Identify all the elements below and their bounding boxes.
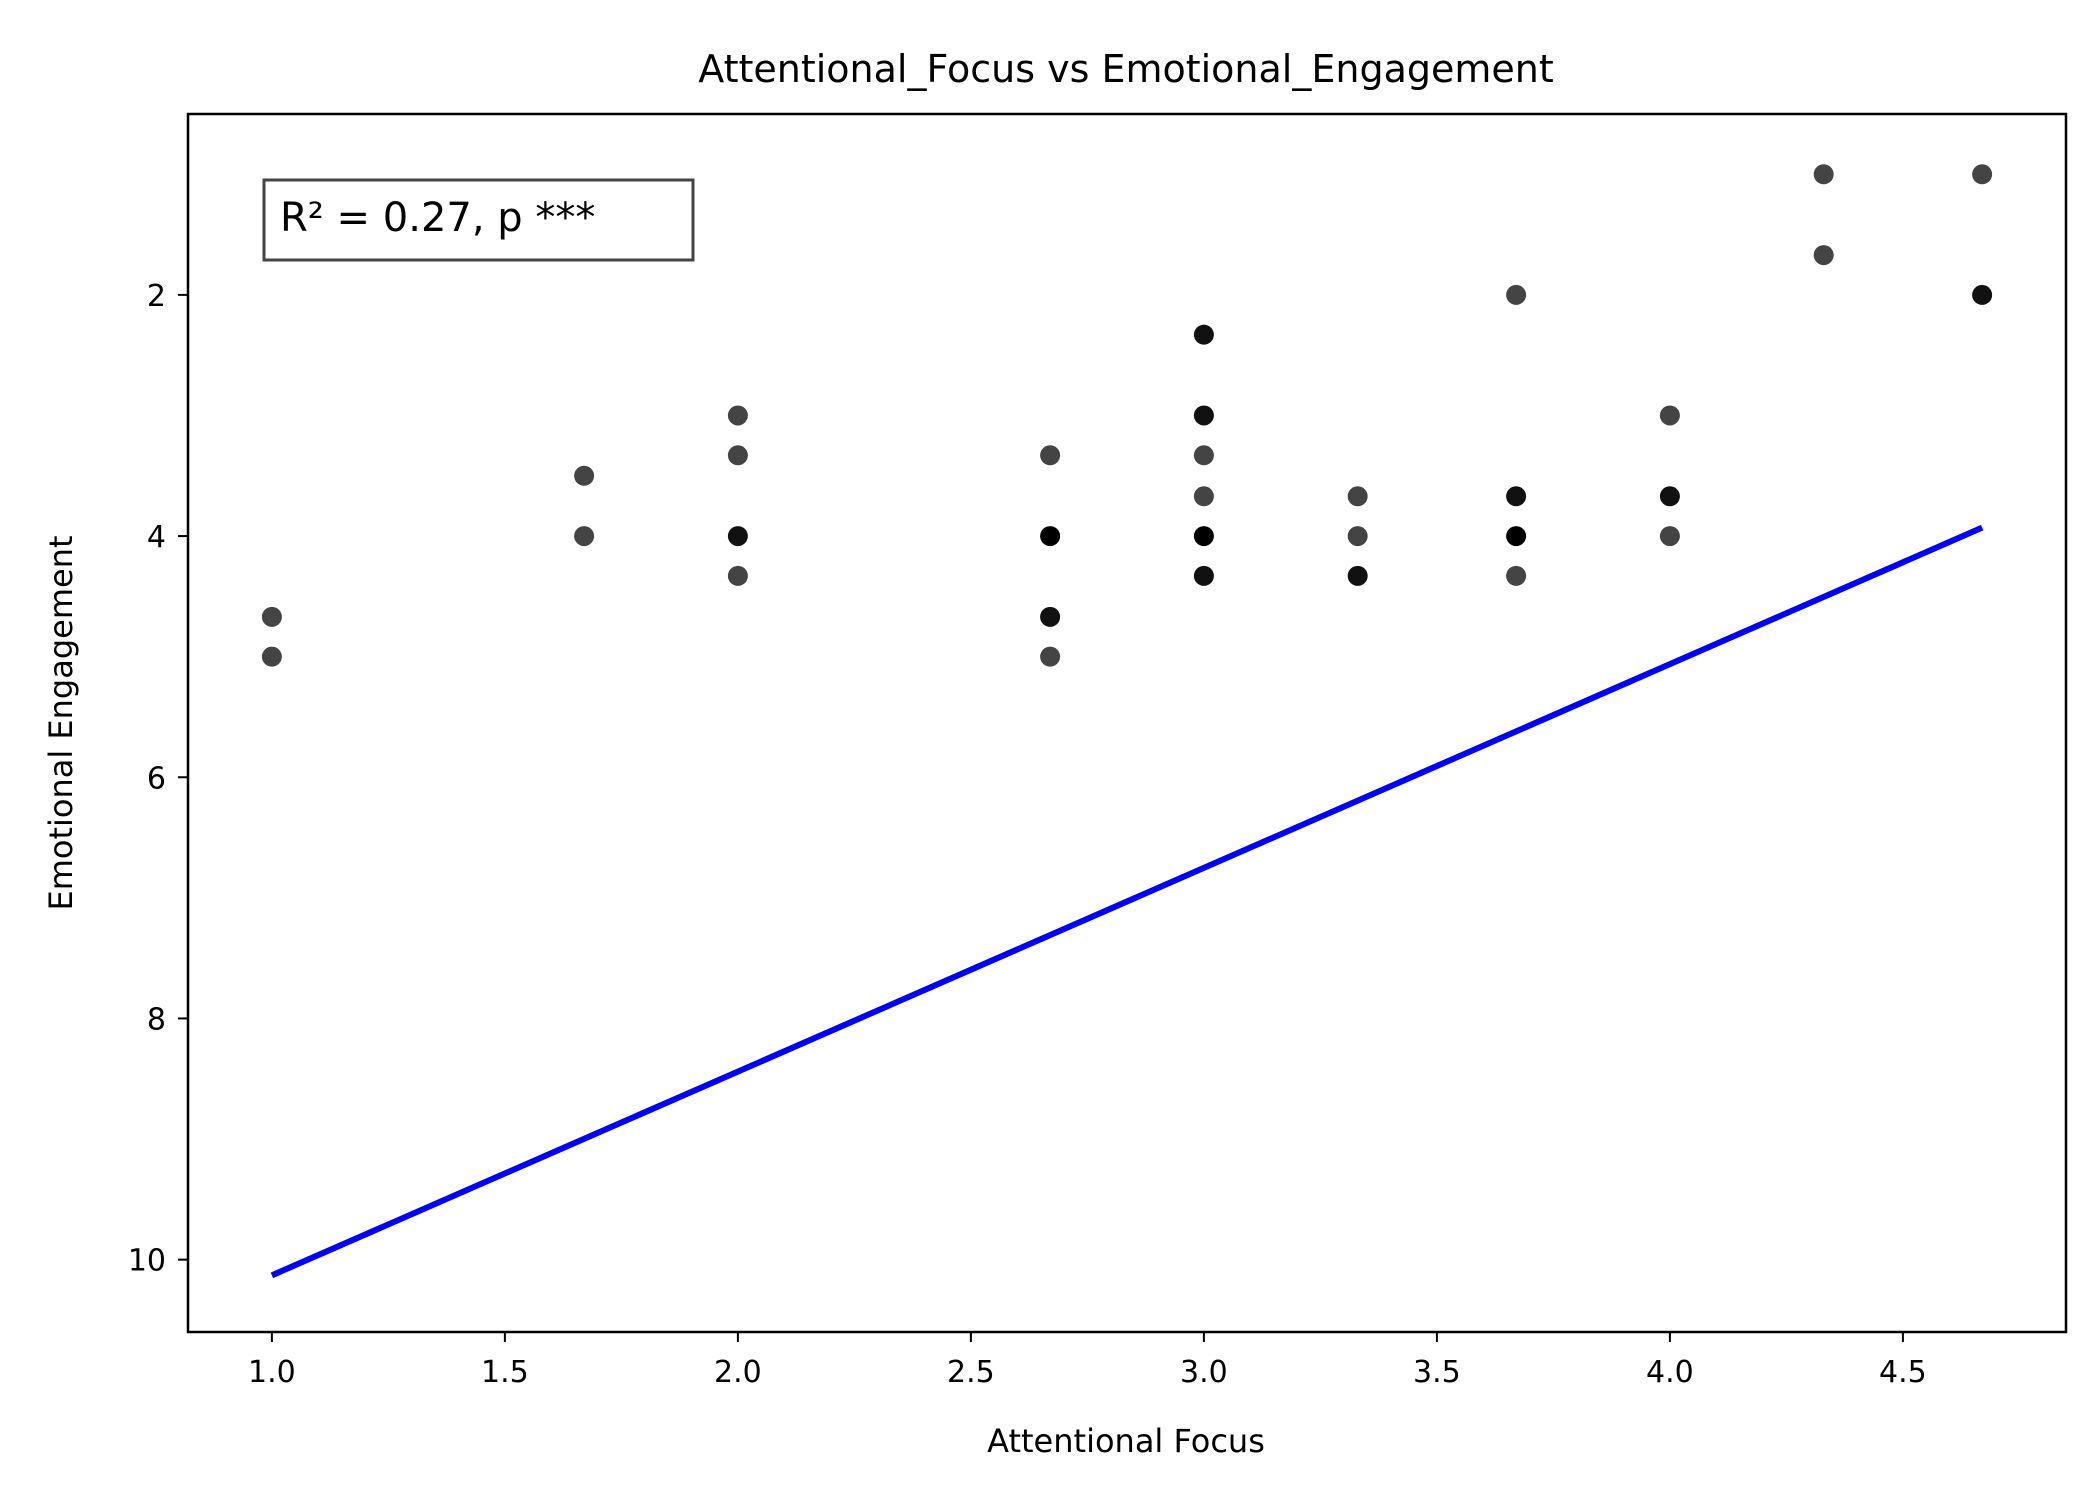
data-point-7: [727, 565, 748, 586]
data-point-26: [1659, 486, 1680, 507]
data-point-10: [1040, 606, 1061, 627]
data-point-5: [727, 445, 748, 466]
data-point-21: [1506, 284, 1527, 305]
x-tick-label-6: 4.0: [1646, 1355, 1694, 1390]
x-tick-label-3: 2.5: [947, 1355, 995, 1390]
data-point-25: [1659, 405, 1680, 426]
data-point-0: [261, 606, 282, 627]
data-point-22: [1506, 486, 1527, 507]
data-point-14: [1193, 445, 1214, 466]
x-tick-label-4: 3.0: [1180, 1355, 1228, 1390]
data-point-20: [1347, 565, 1368, 586]
data-point-12: [1193, 324, 1214, 345]
data-point-4: [727, 405, 748, 426]
y-tick-label-0: 2: [147, 279, 166, 314]
x-tick-label-0: 1.0: [248, 1355, 296, 1390]
data-point-15: [1193, 486, 1214, 507]
x-tick-label-5: 3.5: [1413, 1355, 1461, 1390]
data-point-11: [1040, 646, 1061, 667]
data-point-28: [1813, 164, 1834, 185]
data-point-30: [1972, 164, 1993, 185]
stats-annotation: R² = 0.27, p ***: [262, 178, 695, 262]
data-point-13: [1193, 405, 1214, 426]
data-point-8: [1040, 445, 1061, 466]
data-point-2: [574, 465, 595, 486]
data-point-16: [1193, 526, 1214, 547]
data-point-23: [1506, 526, 1527, 547]
data-point-31: [1972, 284, 1993, 305]
chart-title: Attentional_Focus vs Emotional_Engagemen…: [698, 47, 1553, 91]
data-point-9: [1040, 526, 1061, 547]
y-tick-label-1: 4: [147, 520, 166, 555]
x-axis-label: Attentional Focus: [987, 1422, 1265, 1460]
data-point-6: [727, 526, 748, 547]
data-point-1: [261, 646, 282, 667]
x-tick-label-2: 2.0: [714, 1355, 762, 1390]
data-point-3: [574, 526, 595, 547]
data-point-24: [1506, 565, 1527, 586]
data-point-27: [1659, 526, 1680, 547]
y-axis-label: Emotional Engagement: [42, 535, 80, 910]
data-point-17: [1193, 565, 1214, 586]
regression-line: [270, 524, 1984, 1279]
plot-area: 1.0 1.5 2.0 2.5 3.0 3.5 4.0 4.5 2 4 6 8 10: [128, 112, 2068, 1390]
annotation-box: [262, 178, 695, 262]
plot-frame: [186, 112, 2068, 1334]
data-point-19: [1347, 526, 1368, 547]
y-tick-label-2: 6: [147, 761, 166, 796]
y-tick-label-3: 8: [147, 1002, 166, 1037]
x-tick-label-1: 1.5: [481, 1355, 529, 1390]
y-tick-label-4: 10: [128, 1244, 166, 1279]
data-point-18: [1347, 486, 1368, 507]
annotation-text: R² = 0.27, p ***: [280, 195, 595, 241]
data-point-29: [1813, 245, 1834, 266]
x-tick-label-7: 4.5: [1879, 1355, 1927, 1390]
